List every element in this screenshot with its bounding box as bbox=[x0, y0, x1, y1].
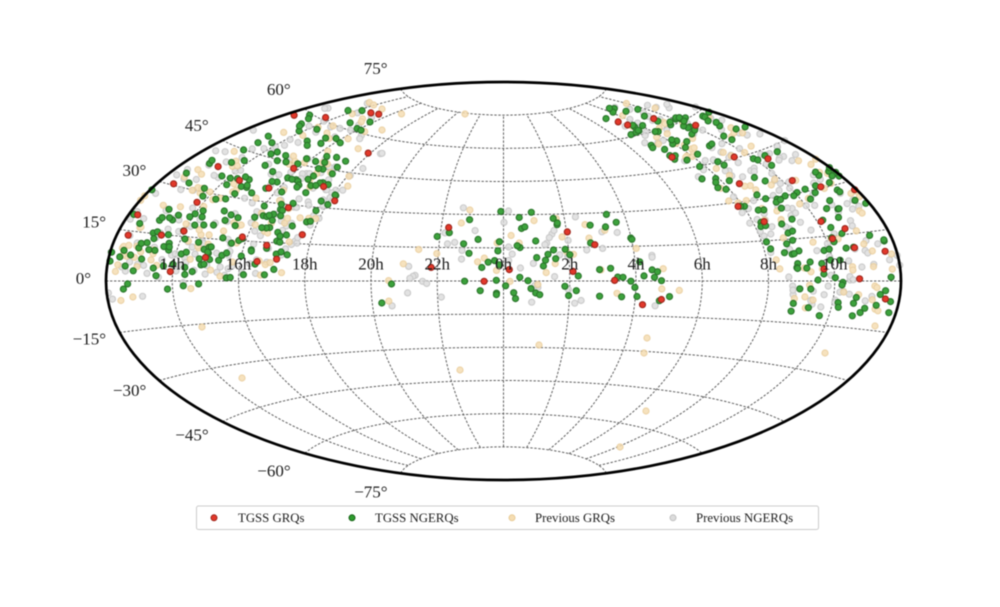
svg-text:14h: 14h bbox=[159, 254, 185, 273]
svg-text:−15°: −15° bbox=[73, 329, 106, 348]
svg-text:0h: 0h bbox=[495, 254, 513, 273]
svg-text:18h: 18h bbox=[292, 254, 318, 273]
svg-text:60°: 60° bbox=[267, 80, 291, 99]
svg-text:45°: 45° bbox=[185, 116, 209, 135]
svg-text:16h: 16h bbox=[226, 254, 252, 273]
svg-text:10h: 10h bbox=[822, 254, 848, 273]
svg-text:Previous NGERQs: Previous NGERQs bbox=[696, 511, 793, 525]
svg-text:22h: 22h bbox=[424, 254, 450, 273]
svg-text:−30°: −30° bbox=[113, 381, 146, 400]
svg-text:TGSS GRQs: TGSS GRQs bbox=[238, 511, 305, 525]
svg-text:8h: 8h bbox=[760, 254, 778, 273]
svg-text:0°: 0° bbox=[76, 269, 91, 288]
svg-text:20h: 20h bbox=[358, 254, 384, 273]
svg-text:−60°: −60° bbox=[257, 462, 290, 481]
svg-text:Previous GRQs: Previous GRQs bbox=[535, 511, 615, 525]
svg-text:4h: 4h bbox=[628, 254, 646, 273]
svg-text:−75°: −75° bbox=[354, 483, 387, 502]
svg-text:−45°: −45° bbox=[175, 426, 208, 445]
svg-text:6h: 6h bbox=[694, 254, 712, 273]
svg-text:15°: 15° bbox=[82, 212, 106, 231]
svg-text:TGSS NGERQs: TGSS NGERQs bbox=[375, 511, 459, 525]
svg-text:75°: 75° bbox=[364, 59, 388, 78]
svg-text:30°: 30° bbox=[122, 161, 146, 180]
svg-text:2h: 2h bbox=[561, 254, 579, 273]
